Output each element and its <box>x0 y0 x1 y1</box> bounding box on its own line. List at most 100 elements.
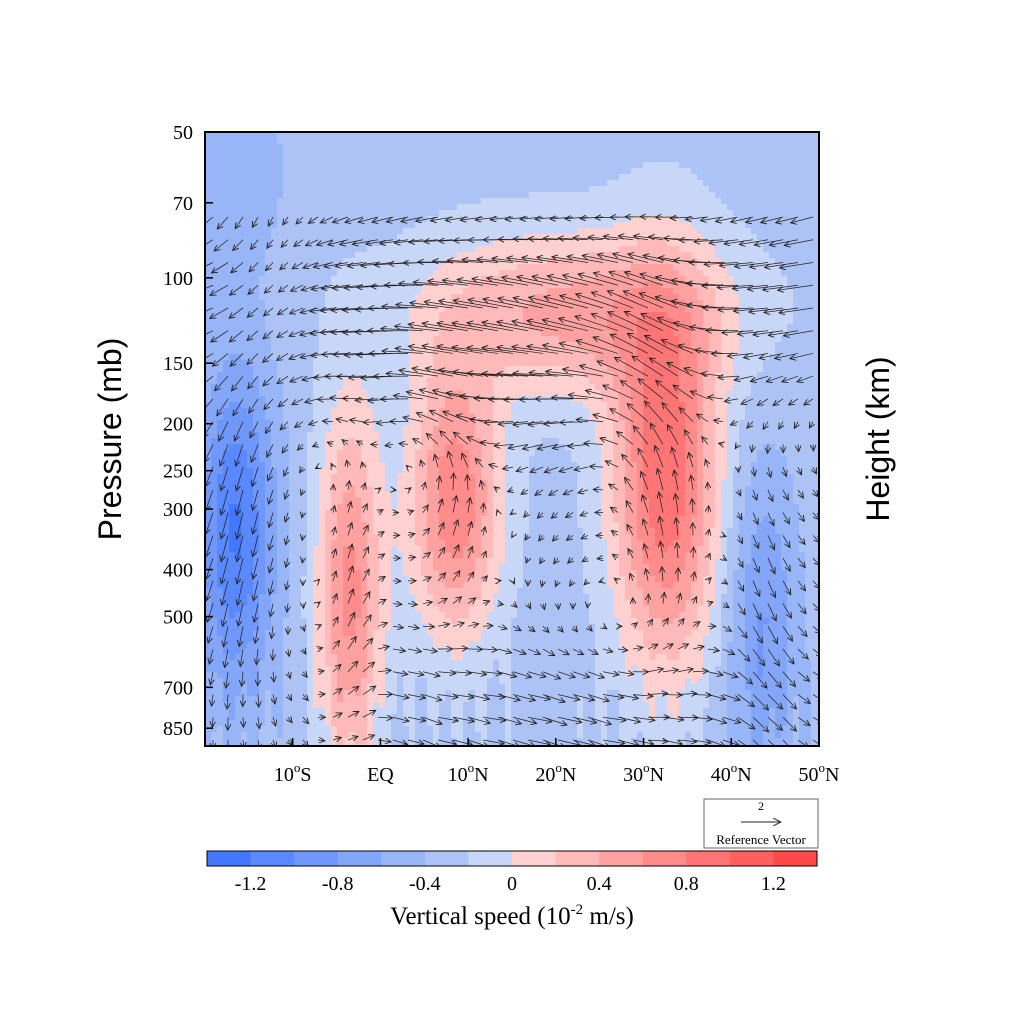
field-cell <box>757 270 764 277</box>
field-cell <box>415 192 422 199</box>
field-cell <box>745 144 752 151</box>
field-cell <box>523 360 530 367</box>
field-cell <box>583 240 590 247</box>
field-cell <box>511 168 518 175</box>
field-cell <box>439 174 446 181</box>
field-cell <box>367 210 374 217</box>
field-cell <box>733 264 740 271</box>
field-cell <box>235 420 242 427</box>
field-cell <box>397 174 404 181</box>
field-cell <box>475 204 482 211</box>
field-cell <box>457 210 464 217</box>
field-cell <box>295 408 302 415</box>
field-cell <box>649 306 656 313</box>
field-cell <box>721 198 728 205</box>
field-cell <box>643 288 650 295</box>
field-cell <box>799 186 806 193</box>
field-cell <box>457 216 464 223</box>
field-cell <box>271 402 278 409</box>
field-cell <box>523 402 530 409</box>
field-cell <box>613 378 620 385</box>
field-cell <box>787 312 794 319</box>
field-cell <box>505 414 512 421</box>
field-cell <box>457 270 464 277</box>
field-cell <box>631 246 638 253</box>
field-cell <box>637 408 644 415</box>
field-cell <box>271 180 278 187</box>
field-cell <box>493 390 500 397</box>
field-cell <box>493 228 500 235</box>
field-cell <box>793 258 800 265</box>
field-cell <box>367 300 374 307</box>
field-cell <box>577 150 584 157</box>
field-cell <box>373 300 380 307</box>
field-cell <box>787 246 794 253</box>
field-cell <box>361 162 368 169</box>
field-cell <box>655 174 662 181</box>
field-cell <box>787 252 794 259</box>
field-cell <box>421 186 428 193</box>
field-cell <box>325 294 332 301</box>
field-cell <box>685 222 692 229</box>
field-cell <box>217 396 224 403</box>
field-cell <box>703 138 710 145</box>
field-cell <box>811 276 818 283</box>
field-cell <box>733 402 740 409</box>
field-cell <box>571 228 578 235</box>
field-cell <box>793 204 800 211</box>
field-cell <box>217 300 224 307</box>
field-cell <box>271 288 278 295</box>
field-cell <box>679 294 686 301</box>
field-cell <box>691 198 698 205</box>
field-cell <box>583 228 590 235</box>
field-cell <box>487 210 494 217</box>
field-cell <box>397 318 404 325</box>
field-cell <box>271 354 278 361</box>
field-cell <box>733 204 740 211</box>
field-cell <box>379 312 386 319</box>
field-cell <box>769 342 776 349</box>
field-cell <box>253 318 260 325</box>
field-cell <box>721 390 728 397</box>
field-cell <box>499 348 506 355</box>
field-cell <box>319 360 326 367</box>
field-cell <box>607 180 614 187</box>
field-cell <box>469 288 476 295</box>
field-cell <box>799 288 806 295</box>
field-cell <box>319 234 326 241</box>
field-cell <box>769 372 776 379</box>
field-cell <box>589 150 596 157</box>
field-cell <box>289 342 296 349</box>
field-cell <box>769 144 776 151</box>
field-cell <box>229 348 236 355</box>
field-cell <box>547 354 554 361</box>
field-cell <box>703 336 710 343</box>
field-cell <box>451 198 458 205</box>
field-cell <box>703 342 710 349</box>
field-cell <box>661 288 668 295</box>
field-cell <box>721 312 728 319</box>
field-cell <box>733 222 740 229</box>
field-cell <box>535 150 542 157</box>
field-cell <box>211 168 218 175</box>
field-cell <box>661 264 668 271</box>
field-cell <box>709 414 716 421</box>
field-cell <box>679 228 686 235</box>
field-cell <box>427 330 434 337</box>
field-cell <box>607 198 614 205</box>
field-cell <box>649 330 656 337</box>
field-cell <box>733 372 740 379</box>
field-cell <box>745 276 752 283</box>
field-cell <box>751 294 758 301</box>
field-cell <box>271 276 278 283</box>
field-cell <box>445 186 452 193</box>
field-cell <box>601 354 608 361</box>
field-cell <box>517 288 524 295</box>
field-cell <box>643 282 650 289</box>
field-cell <box>757 156 764 163</box>
field-cell <box>661 282 668 289</box>
field-cell <box>745 318 752 325</box>
field-cell <box>589 372 596 379</box>
field-cell <box>229 420 236 427</box>
field-cell <box>277 342 284 349</box>
